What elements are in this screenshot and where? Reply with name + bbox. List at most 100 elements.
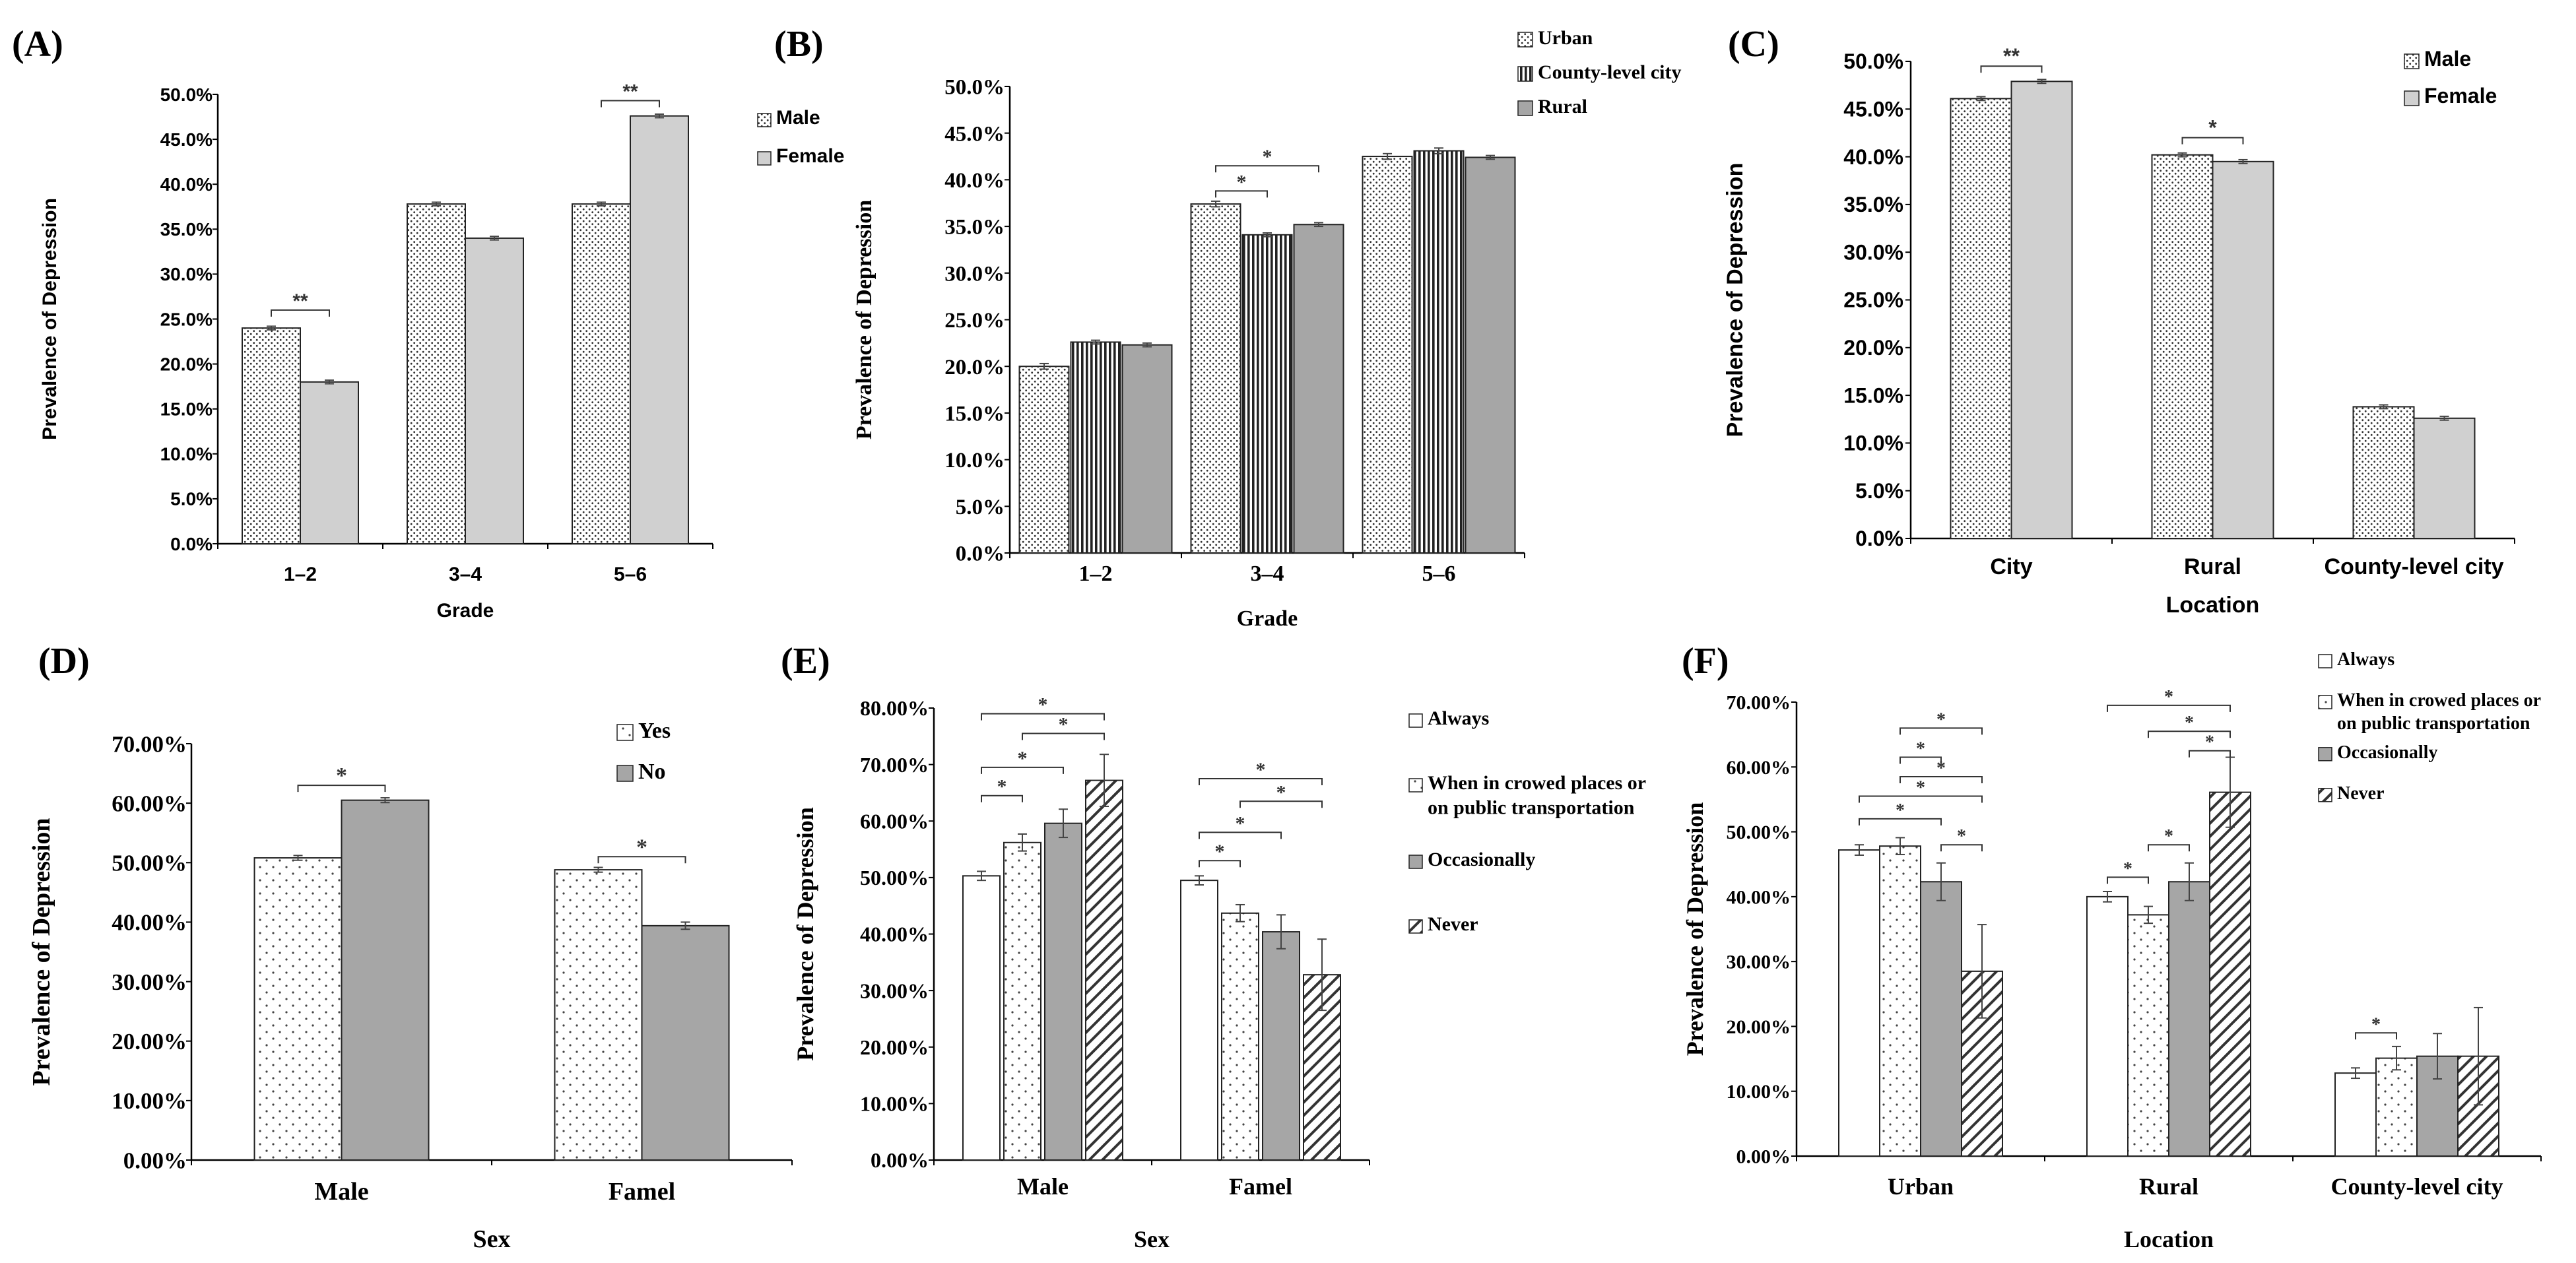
panel-label: (E) — [781, 641, 830, 682]
y-tick-label: 10.00% — [1727, 1081, 1791, 1103]
significance-label: * — [1256, 759, 1266, 781]
y-tick-label: 30.00% — [860, 979, 929, 1002]
y-tick-label: 50.0% — [1843, 49, 1903, 73]
bar-when-0 — [1003, 841, 1041, 1161]
bar-female-1 — [465, 237, 524, 544]
x-category-label: 3–4 — [1251, 562, 1284, 586]
x-category-label: Famel — [609, 1178, 675, 1206]
bar-occasionally-0 — [1044, 822, 1082, 1161]
y-tick-label: 0.00% — [123, 1148, 187, 1173]
y-tick-label: 0.0% — [1855, 527, 1903, 550]
legend-entry-label: Rural — [1538, 96, 1587, 117]
legend-entry-label: Yes — [638, 719, 671, 743]
x-category-label: County-level city — [2324, 554, 2503, 579]
x-category-label: Male — [1017, 1173, 1069, 1200]
legend-swatch — [1408, 919, 1423, 934]
x-category-label: 1–2 — [1079, 562, 1113, 586]
bar-male-2 — [572, 203, 631, 544]
significance-label: * — [1936, 758, 1946, 779]
significance-bracket — [1199, 860, 1241, 868]
bar-male-1 — [407, 203, 466, 544]
panel-label: (A) — [12, 24, 63, 65]
legend-entry-label: When in crowed places or on public transp… — [1428, 772, 1646, 819]
bar-male-0 — [1950, 98, 2012, 540]
y-tick-label: 30.0% — [160, 264, 213, 284]
legend-entry-label: When in crowed places or on public transp… — [2337, 690, 2541, 734]
significance-label: * — [2164, 826, 2173, 847]
panel-label: (B) — [774, 24, 824, 65]
significance-bracket — [2107, 704, 2231, 712]
bar-male-0 — [242, 327, 301, 544]
bar-rural-1 — [1293, 224, 1344, 554]
y-tick-label: 0.0% — [956, 542, 1005, 566]
x-category-label: County-level city — [2331, 1173, 2503, 1200]
bar-yes-0 — [253, 857, 343, 1161]
y-tick-label: 20.0% — [1843, 336, 1903, 360]
y-tick-label: 10.0% — [944, 449, 1005, 472]
bar-always-1 — [2086, 895, 2129, 1157]
y-axis-title: Prevalence of Depression — [852, 200, 876, 439]
y-tick-label: 35.0% — [944, 216, 1005, 240]
chart-panel-a: (A) 0.0% 5.0% 10.0% 15.0% 20.0% 25.0% 30.0% 35.0… — [12, 24, 844, 622]
legend: Always When in crowed places or on public … — [2318, 649, 2541, 804]
bar-no-0 — [341, 799, 430, 1161]
bar-female-2 — [630, 115, 689, 545]
bar-urban-1 — [1190, 203, 1241, 554]
significance-bracket — [2181, 137, 2244, 145]
significance-label: * — [1916, 739, 1925, 760]
y-tick-label: 40.00% — [1727, 886, 1791, 908]
significance-label: * — [2164, 687, 2173, 707]
legend-swatch — [1408, 778, 1423, 793]
significance-label: * — [1237, 171, 1247, 193]
legend-entry-label: Occasionally — [2337, 742, 2437, 763]
y-tick-label: 35.0% — [1843, 193, 1903, 216]
significance-bracket — [2355, 1032, 2397, 1040]
legend-entry-label: Always — [1428, 707, 1489, 729]
y-tick-label: 80.00% — [860, 696, 929, 720]
chart-panel-f: (F) 0.00% 10.00% 20.00% 30.00% 40.00% 50.00% 60… — [1682, 641, 2542, 1252]
bar-when-0 — [1879, 845, 1921, 1157]
significance-label: * — [1957, 826, 1966, 847]
y-tick-label: 60.00% — [860, 809, 929, 833]
x-category-label: Urban — [1888, 1173, 1954, 1200]
y-tick-label: 30.0% — [944, 262, 1005, 286]
significance-bracket — [2107, 876, 2149, 884]
y-tick-label: 15.0% — [160, 399, 213, 420]
bar-yes-1 — [554, 869, 643, 1161]
x-category-label: 5–6 — [614, 564, 647, 585]
significance-label: * — [636, 835, 647, 859]
y-axis-title: Prevalence of Depression — [39, 198, 61, 440]
y-axis-title: Prevalence of Depression — [1682, 802, 1708, 1056]
y-tick-label: 40.00% — [860, 923, 929, 946]
significance-bracket — [1215, 165, 1319, 173]
bar-male-2 — [2352, 406, 2415, 540]
bar-when-1 — [2127, 914, 2169, 1157]
y-axis-title: Prevalence of Depression — [28, 818, 55, 1086]
y-tick-label: 45.0% — [944, 122, 1005, 146]
significance-label: * — [1038, 694, 1048, 716]
legend: Always When in crowed places or on public … — [1408, 707, 1646, 935]
significance-label: * — [1916, 778, 1925, 798]
significance-label: ** — [622, 81, 638, 103]
significance-label: * — [1236, 812, 1245, 834]
x-category-label: 5–6 — [1422, 562, 1456, 586]
significance-label: * — [1263, 146, 1272, 168]
bar-county-level-2 — [1413, 150, 1465, 554]
y-tick-label: 50.0% — [160, 84, 213, 105]
bar-rural-2 — [1465, 156, 1516, 554]
legend-swatch — [757, 151, 772, 166]
chart-panel-d: (D) 0.00% 10.00% 20.00% 30.00% 40.00% 50.00% 60… — [28, 641, 793, 1253]
x-axis-title: Location — [2124, 1226, 2214, 1252]
y-tick-label: 45.0% — [1843, 98, 1903, 121]
bar-when-2 — [2375, 1057, 2418, 1157]
significance-bracket — [981, 766, 1064, 774]
y-tick-label: 20.00% — [860, 1035, 929, 1059]
legend-swatch — [2318, 654, 2332, 668]
significance-bracket — [1899, 756, 1942, 764]
x-axis-title: Location — [2166, 593, 2260, 618]
bar-rural-0 — [1121, 344, 1173, 554]
y-tick-label: 5.0% — [956, 496, 1005, 519]
x-axis-title: Grade — [1237, 606, 1298, 631]
significance-label: * — [1018, 748, 1028, 769]
